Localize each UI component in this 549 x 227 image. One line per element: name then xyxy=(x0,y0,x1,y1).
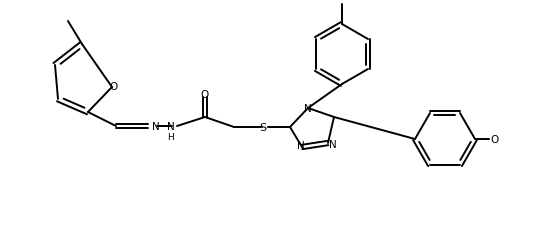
Text: S: S xyxy=(260,122,267,132)
Text: N: N xyxy=(297,140,305,150)
Text: O: O xyxy=(201,90,209,100)
Text: O: O xyxy=(109,82,117,92)
Text: N: N xyxy=(152,121,160,131)
Text: N: N xyxy=(304,104,312,114)
Text: N: N xyxy=(329,139,337,149)
Text: N: N xyxy=(167,121,175,131)
Text: H: H xyxy=(167,132,175,141)
Text: O: O xyxy=(490,134,498,144)
